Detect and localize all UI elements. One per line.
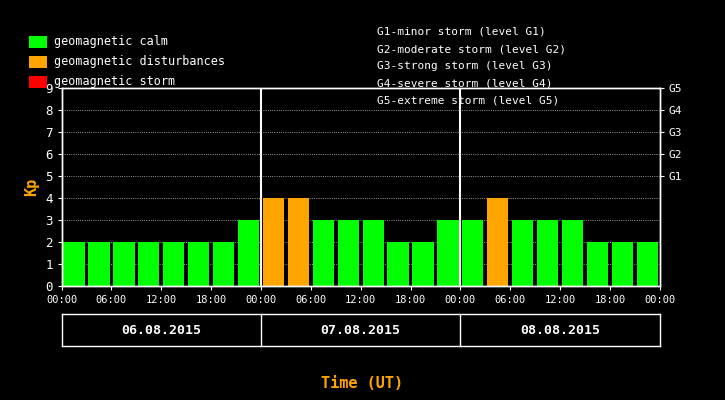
Bar bbox=[138, 242, 160, 286]
Bar bbox=[537, 220, 558, 286]
Text: G1-minor storm (level G1): G1-minor storm (level G1) bbox=[377, 27, 546, 37]
Text: geomagnetic storm: geomagnetic storm bbox=[54, 76, 175, 88]
Text: geomagnetic disturbances: geomagnetic disturbances bbox=[54, 56, 225, 68]
Bar bbox=[88, 242, 109, 286]
Bar bbox=[263, 198, 284, 286]
Bar bbox=[288, 198, 309, 286]
Bar bbox=[64, 242, 85, 286]
Bar bbox=[387, 242, 409, 286]
Bar bbox=[562, 220, 583, 286]
Text: G3-strong storm (level G3): G3-strong storm (level G3) bbox=[377, 61, 552, 71]
Y-axis label: Kp: Kp bbox=[25, 178, 40, 196]
Bar bbox=[487, 198, 508, 286]
Bar bbox=[637, 242, 658, 286]
Text: G4-severe storm (level G4): G4-severe storm (level G4) bbox=[377, 78, 552, 88]
Bar bbox=[587, 242, 608, 286]
Text: 08.08.2015: 08.08.2015 bbox=[520, 324, 600, 336]
Bar bbox=[188, 242, 210, 286]
Bar bbox=[512, 220, 534, 286]
Bar bbox=[463, 220, 484, 286]
Bar bbox=[362, 220, 384, 286]
Bar bbox=[612, 242, 633, 286]
Bar bbox=[213, 242, 234, 286]
Text: 06.08.2015: 06.08.2015 bbox=[121, 324, 202, 336]
Bar bbox=[437, 220, 458, 286]
Bar bbox=[338, 220, 359, 286]
Bar bbox=[163, 242, 184, 286]
Text: G2-moderate storm (level G2): G2-moderate storm (level G2) bbox=[377, 44, 566, 54]
Bar bbox=[238, 220, 259, 286]
Text: G5-extreme storm (level G5): G5-extreme storm (level G5) bbox=[377, 96, 559, 106]
Bar bbox=[413, 242, 434, 286]
Text: geomagnetic calm: geomagnetic calm bbox=[54, 36, 168, 48]
Bar bbox=[113, 242, 135, 286]
Bar bbox=[312, 220, 334, 286]
Text: 07.08.2015: 07.08.2015 bbox=[320, 324, 401, 336]
Text: Time (UT): Time (UT) bbox=[321, 376, 404, 392]
